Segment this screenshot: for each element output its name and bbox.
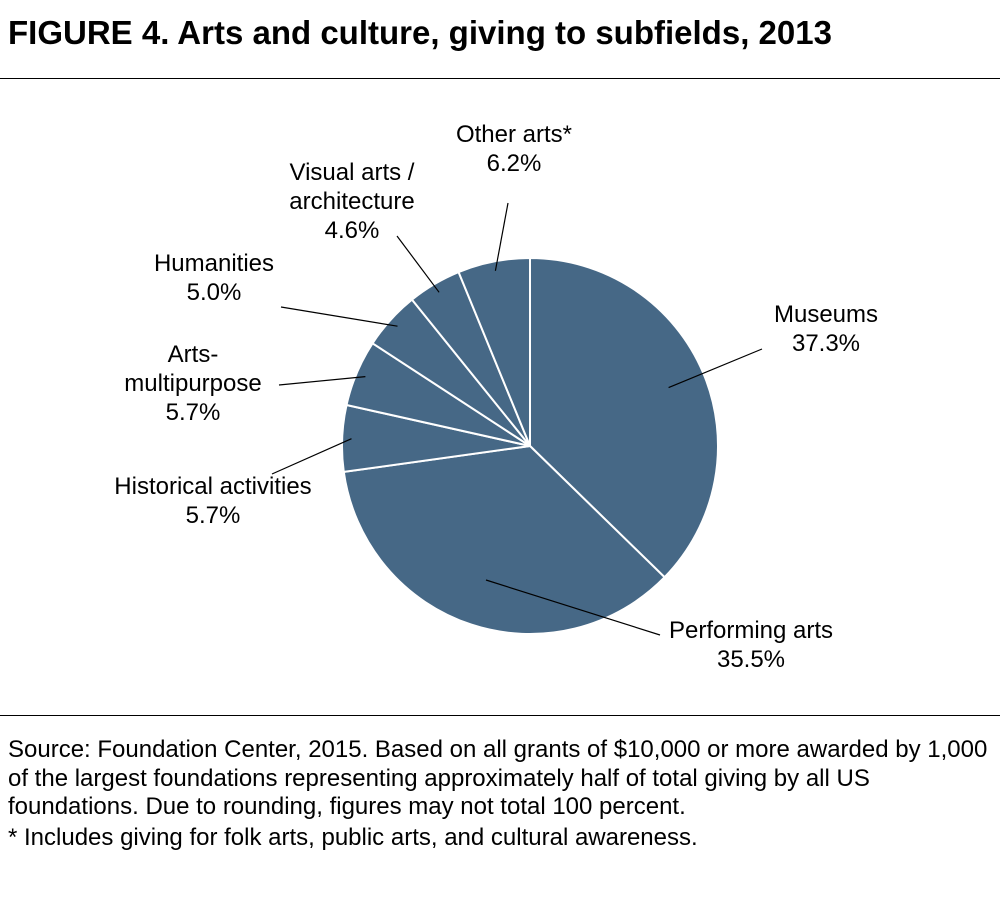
leader-line xyxy=(280,306,398,327)
slice-label: Visual arts / architecture 4.6% xyxy=(289,159,414,244)
bottom-rule xyxy=(0,715,1000,716)
leader-line xyxy=(668,348,763,389)
slice-value-label: 37.3% xyxy=(792,330,860,357)
pie-slice-other-arts xyxy=(457,257,531,447)
slice-value-label: 5.0% xyxy=(187,279,242,306)
slice-name-label: architecture xyxy=(289,188,414,215)
notes-section: Source: Foundation Center, 2015. Based o… xyxy=(8,736,993,852)
slice-name-label: Humanities xyxy=(154,250,274,277)
slice-label: Performing arts 35.5% xyxy=(669,617,833,673)
slice-value-label: 35.5% xyxy=(717,646,785,673)
leader-line xyxy=(271,438,352,475)
pie-slices xyxy=(341,257,720,635)
slice-name-label: multipurpose xyxy=(124,370,261,397)
leader-line xyxy=(494,202,509,271)
slice-name-label: Visual arts / xyxy=(290,159,415,186)
slice-labels: Museums 37.3% Performing arts 35.5% Historic… xyxy=(114,121,878,673)
pie-slice-performing-arts xyxy=(342,445,666,635)
slice-name-label: Performing arts xyxy=(669,617,833,644)
footnote: * Includes giving for folk arts, public … xyxy=(8,823,698,851)
top-rule xyxy=(0,78,1000,79)
figure-title: FIGURE 4. Arts and culture, giving to su… xyxy=(8,14,832,51)
leader-lines xyxy=(271,202,763,636)
slice-value-label: 5.7% xyxy=(186,502,241,529)
slice-label: Humanities 5.0% xyxy=(154,250,274,306)
slice-value-label: 5.7% xyxy=(166,399,221,426)
slice-label: Other arts* 6.2% xyxy=(456,121,572,177)
leader-line xyxy=(396,235,440,293)
slice-label: Museums 37.3% xyxy=(774,301,878,357)
pie-chart: Museums 37.3% Performing arts 35.5% Historic… xyxy=(114,121,878,673)
slice-label: Historical activities 5.7% xyxy=(114,473,311,529)
slice-name-label: Museums xyxy=(774,301,878,328)
slice-value-label: 6.2% xyxy=(487,150,542,177)
source-note: Source: Foundation Center, 2015. Based o… xyxy=(8,736,988,820)
slice-value-label: 4.6% xyxy=(325,217,380,244)
leader-line xyxy=(485,579,661,636)
leader-line xyxy=(278,376,366,386)
slice-name-label: Other arts* xyxy=(456,121,572,148)
slice-name-label: Arts- xyxy=(168,341,219,368)
slice-name-label: Historical activities xyxy=(114,473,311,500)
slice-label: Arts-multipurpose 5.7% xyxy=(124,341,261,426)
